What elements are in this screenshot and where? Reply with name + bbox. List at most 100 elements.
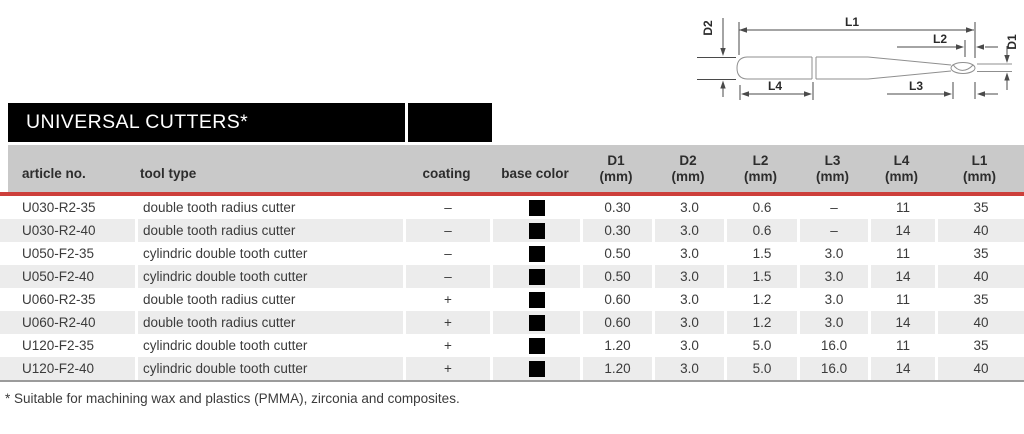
cell-coating: – <box>403 196 490 219</box>
col-header-label: article no. <box>22 166 86 181</box>
dim-label-l4: L4 <box>768 79 782 93</box>
cell-base-color <box>490 219 580 242</box>
col-header-unit: (mm) <box>816 168 849 184</box>
footnote: * Suitable for machining wax and plastic… <box>5 391 460 406</box>
cell-l3: 3.0 <box>797 311 868 334</box>
cell-d2: 3.0 <box>652 265 724 288</box>
cell-article-no: U050-F2-35 <box>22 246 95 261</box>
cell-base-color <box>490 357 580 380</box>
cell-l2: 1.5 <box>724 242 797 265</box>
cell-l1: 35 <box>935 334 1024 357</box>
col-header-label: L3 <box>824 152 841 168</box>
cell-l2: 5.0 <box>724 334 797 357</box>
table-header-background <box>8 145 1024 192</box>
cell-article-no: U030-R2-40 <box>0 219 135 242</box>
cell-l3: 16.0 <box>797 334 868 357</box>
cell-l4: 14 <box>868 265 935 288</box>
base-color-swatch <box>528 222 545 239</box>
base-color-swatch <box>528 199 545 216</box>
dim-label-l2: L2 <box>933 32 947 46</box>
cell-l3: 3.0 <box>797 242 868 265</box>
col-header-label: base color <box>501 166 569 181</box>
cell-d1: 0.50 <box>580 242 652 265</box>
cell-l2: 1.5 <box>724 265 797 288</box>
cell-l4: 11 <box>868 242 935 265</box>
col-header-article-no: article no. <box>0 145 135 192</box>
table-row: U030-R2-35 double tooth radius cutter – … <box>0 196 1024 219</box>
cell-d1: 0.30 <box>580 219 652 242</box>
cell-l2: 5.0 <box>724 357 797 380</box>
cell-coating: + <box>403 311 490 334</box>
cell-l4: 14 <box>868 311 935 334</box>
col-header-label: D2 <box>679 152 697 168</box>
cell-l4: 11 <box>868 334 935 357</box>
col-header-l2: L2 (mm) <box>724 145 797 192</box>
cell-l3: 3.0 <box>797 265 868 288</box>
accent-divider-line <box>0 192 1024 196</box>
table-row: U050-F2-40 cylindric double tooth cutter… <box>0 265 1024 288</box>
table-row: U060-R2-40 double tooth radius cutter + … <box>0 311 1024 334</box>
cell-l2: 1.2 <box>724 311 797 334</box>
col-header-base-color: base color <box>490 145 580 192</box>
col-header-label: L2 <box>752 152 769 168</box>
cell-tool-type: cylindric double tooth cutter <box>135 242 403 265</box>
table-row: U120-F2-40 cylindric double tooth cutter… <box>0 357 1024 380</box>
table-row: U120-F2-35 cylindric double tooth cutter… <box>0 334 1024 357</box>
base-color-swatch <box>528 268 545 285</box>
table-row: U050-F2-35 cylindric double tooth cutter… <box>0 242 1024 265</box>
dimension-lines <box>697 18 1008 100</box>
cell-l2: 0.6 <box>724 219 797 242</box>
cell-l4: 14 <box>868 219 935 242</box>
cell-d2: 3.0 <box>652 288 724 311</box>
table-bottom-border <box>0 380 1024 382</box>
cell-d1: 1.20 <box>580 334 652 357</box>
cell-d2: 3.0 <box>652 242 724 265</box>
col-header-unit: (mm) <box>963 168 996 184</box>
col-header-label: tool type <box>140 166 197 181</box>
table-row: U030-R2-40 double tooth radius cutter – … <box>0 219 1024 242</box>
dimension-arrowheads <box>720 27 1010 97</box>
cell-d2: 3.0 <box>652 311 724 334</box>
col-header-d2: D2 (mm) <box>652 145 724 192</box>
cell-d2: 3.0 <box>652 196 724 219</box>
ball-cutter-tip <box>950 62 976 74</box>
col-header-unit: (mm) <box>744 168 777 184</box>
col-header-label: L1 <box>971 152 988 168</box>
cell-l1: 35 <box>935 196 1024 219</box>
cell-tool-type: cylindric double tooth cutter <box>135 265 403 288</box>
cell-d1: 0.60 <box>580 311 652 334</box>
col-header-unit: (mm) <box>671 168 705 184</box>
base-color-swatch <box>528 360 545 377</box>
col-header-d1: D1 (mm) <box>580 145 652 192</box>
col-header-tool-type: tool type <box>135 145 403 192</box>
cell-base-color <box>490 334 580 357</box>
dim-label-l3: L3 <box>909 79 923 93</box>
cell-l2: 0.6 <box>724 196 797 219</box>
dim-label-d1: D1 <box>1005 34 1019 50</box>
cell-tool-type: double tooth radius cutter <box>135 288 403 311</box>
base-color-swatch <box>528 245 545 262</box>
cell-l4: 11 <box>868 288 935 311</box>
cell-coating: + <box>403 288 490 311</box>
cell-l1: 40 <box>935 311 1024 334</box>
cell-article-no: U120-F2-40 <box>0 357 135 380</box>
col-header-unit: (mm) <box>885 168 918 184</box>
cell-d1: 1.20 <box>580 357 652 380</box>
cell-d2: 3.0 <box>652 219 724 242</box>
tool-dimension-diagram: L1 L2 L3 L4 D2 D1 <box>697 15 1019 100</box>
cell-l3: 16.0 <box>797 357 868 380</box>
col-header-l4: L4 (mm) <box>868 145 935 192</box>
cell-base-color <box>490 311 580 334</box>
cell-base-color <box>490 288 580 311</box>
table-row: U060-R2-35 double tooth radius cutter + … <box>0 288 1024 311</box>
cell-l1: 40 <box>935 219 1024 242</box>
table-header-row: article no. tool type coating base color… <box>0 145 1024 192</box>
col-header-l3: L3 (mm) <box>797 145 868 192</box>
cell-l1: 40 <box>935 357 1024 380</box>
cell-article-no: U120-F2-35 <box>22 338 95 353</box>
cell-d1: 0.30 <box>580 196 652 219</box>
cell-tool-type: double tooth radius cutter <box>135 311 403 334</box>
cell-base-color <box>490 265 580 288</box>
col-header-l1: L1 (mm) <box>935 145 1024 192</box>
